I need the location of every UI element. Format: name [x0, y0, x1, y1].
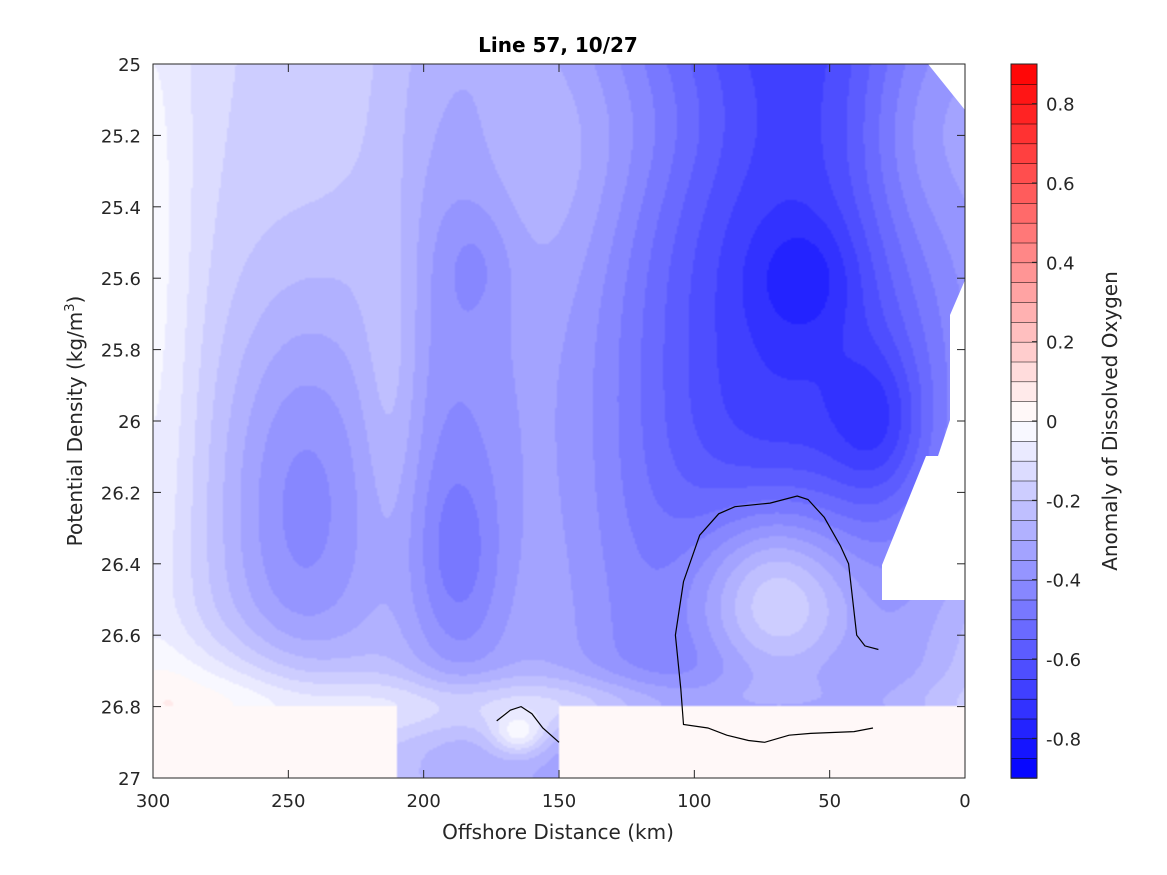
x-tick-label: 0	[959, 791, 970, 812]
colorbar-band	[1010, 103, 1038, 125]
x-tick-label: 250	[271, 791, 305, 812]
y-tick-label: 26	[118, 412, 141, 433]
y-tick-label: 26.4	[101, 555, 141, 576]
colorbar-band	[1010, 698, 1038, 720]
colorbar-band	[1010, 420, 1038, 442]
colorbar-band	[1010, 123, 1038, 145]
plot-area: 300 250 200 150 100 50 0 2525.225.425.625.8262…	[101, 55, 971, 812]
colorbar-band	[1010, 658, 1038, 680]
y-axis: 25 25.2 25.4 25.6 25.8 26 26.2 26.4 26.6 26.8 27	[101, 55, 965, 790]
colorbar-band	[1010, 519, 1038, 541]
colorbar-tick-label: 0.6	[1046, 174, 1075, 195]
colorbar-band	[1010, 182, 1038, 204]
y-tick-label: 25.4	[101, 198, 141, 219]
y-tick-label: 25	[118, 55, 141, 76]
x-tick-label: 300	[136, 791, 170, 812]
colorbar-band	[1010, 599, 1038, 621]
chart-title: Line 57, 10/27	[478, 33, 638, 57]
zero-contour-line	[674, 495, 879, 743]
y-tick-label: 26.6	[101, 626, 141, 647]
colorbar-band	[1010, 619, 1038, 640]
y-tick-label: 25.8	[101, 341, 141, 362]
colorbar-band	[1010, 757, 1038, 779]
y-tick-label: 26.2	[101, 483, 141, 504]
x-axis: 300 250 200 150 100 50 0	[136, 64, 971, 812]
colorbar-tick-label: -0.4	[1046, 571, 1081, 592]
zero-contour-line	[496, 705, 560, 743]
colorbar-tick-label: 0.4	[1046, 253, 1075, 274]
y-tick-label: 27	[118, 769, 141, 790]
x-axis-label: Offshore Distance (km)	[442, 820, 674, 844]
colorbar-band	[1010, 678, 1038, 700]
y-tick-label: 26.8	[101, 698, 141, 719]
colorbar-band	[1010, 143, 1038, 164]
x-tick-label: 200	[406, 791, 440, 812]
colorbar-band	[1010, 440, 1038, 462]
colorbar-band	[1010, 341, 1038, 363]
colorbar: 0.8 0.6 0.4 0.2 0 -0.2 -0.4 -0.6 -0.8	[1010, 63, 1081, 779]
anomaly-field-image	[153, 64, 965, 778]
colorbar-tick-label: -0.8	[1046, 729, 1081, 750]
y-axis-label-superscript: 3	[63, 303, 78, 311]
colorbar-band	[1010, 321, 1038, 343]
colorbar-band	[1010, 381, 1038, 402]
colorbar-band	[1010, 222, 1038, 244]
colorbar-band	[1010, 301, 1038, 323]
colorbar-band	[1010, 579, 1038, 601]
colorbar-band	[1010, 480, 1038, 502]
colorbar-band	[1010, 83, 1038, 105]
x-tick-label: 100	[677, 791, 711, 812]
y-axis-label-main: Potential Density (kg/m	[63, 312, 87, 547]
colorbar-ticks: 0.8 0.6 0.4 0.2 0 -0.2 -0.4 -0.6 -0.8	[1032, 95, 1081, 750]
colorbar-band	[1010, 281, 1038, 303]
colorbar-tick-label: 0.2	[1046, 333, 1075, 354]
x-tick-label: 150	[542, 791, 576, 812]
y-tick-label: 25.6	[101, 269, 141, 290]
colorbar-tick-label: -0.2	[1046, 491, 1081, 512]
colorbar-band	[1010, 539, 1038, 561]
y-axis-label: Potential Density (kg/m3)	[63, 296, 87, 547]
colorbar-band	[1010, 162, 1038, 184]
colorbar-band	[1010, 460, 1038, 482]
x-tick-label: 50	[818, 791, 841, 812]
colorbar-band	[1010, 262, 1038, 283]
colorbar-band	[1010, 738, 1038, 759]
y-axis-label-tail: )	[63, 296, 87, 304]
zero-contour-lines	[496, 495, 879, 743]
y-tick-label: 25.2	[101, 126, 141, 147]
colorbar-band	[1010, 500, 1038, 521]
colorbar-band	[1010, 63, 1038, 85]
colorbar-tick-label: 0.8	[1046, 95, 1075, 116]
colorbar-tick-label: 0	[1046, 412, 1057, 433]
colorbar-band	[1010, 400, 1038, 422]
colorbar-label: Anomaly of Dissolved Oxygen	[1098, 271, 1122, 571]
anomaly-field	[153, 64, 965, 778]
colorbar-band	[1010, 242, 1038, 264]
colorbar-tick-label: -0.6	[1046, 650, 1081, 671]
colorbar-band	[1010, 638, 1038, 660]
colorbar-band	[1010, 202, 1038, 224]
colorbar-band	[1010, 361, 1038, 383]
colorbar-band	[1010, 559, 1038, 581]
colorbar-frame	[1010, 63, 1038, 779]
colorbar-band	[1010, 718, 1038, 740]
